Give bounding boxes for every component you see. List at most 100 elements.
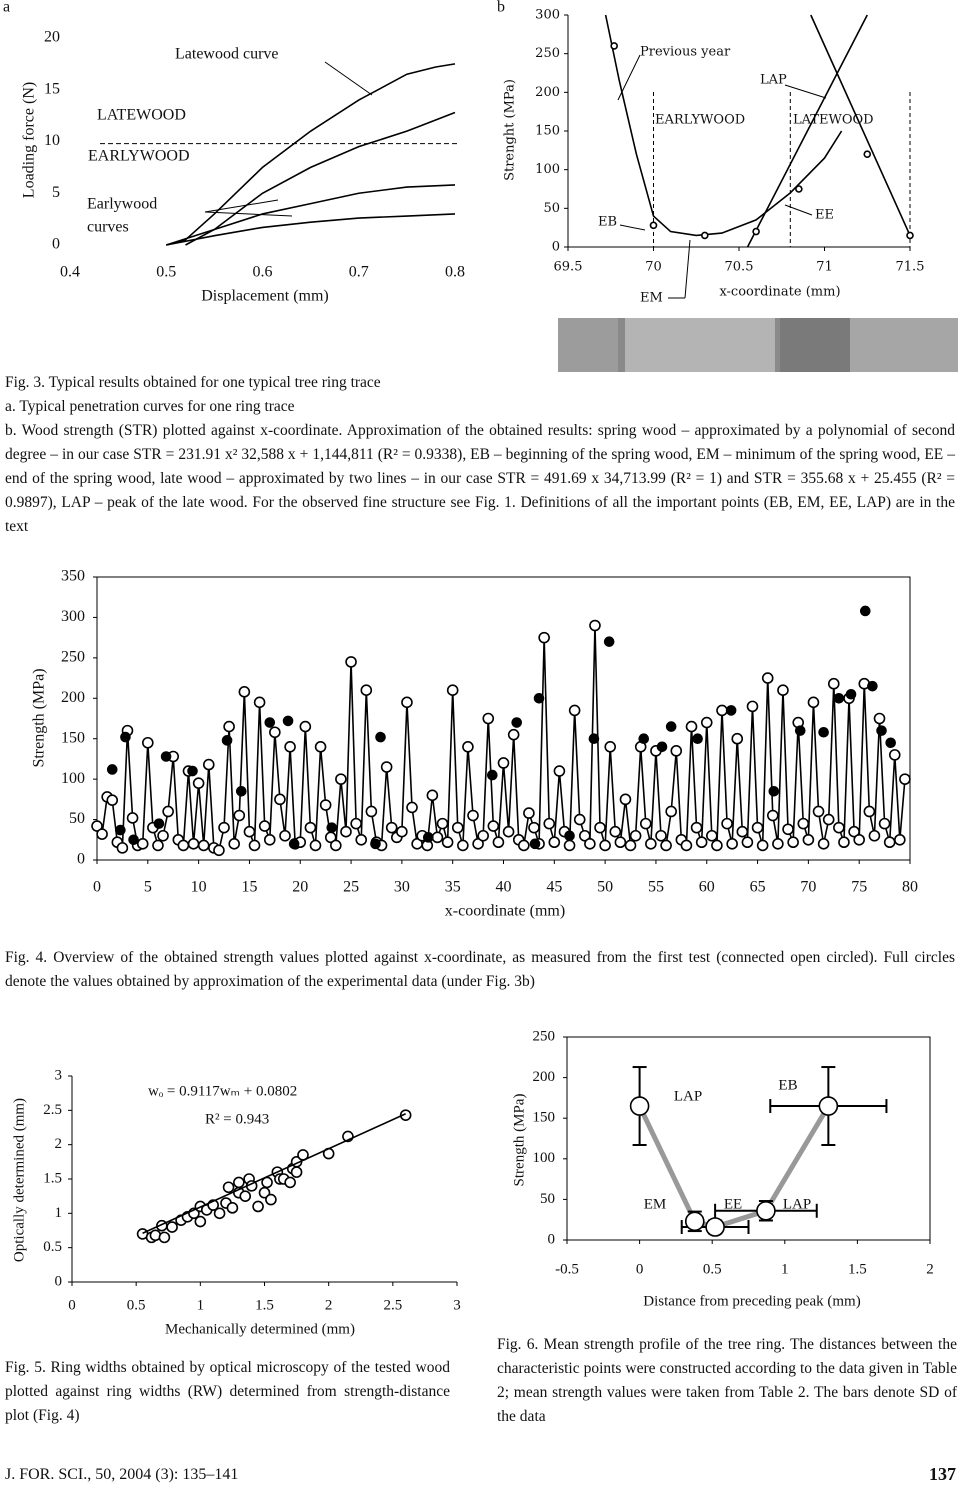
data-point — [467, 809, 479, 822]
data-point — [106, 794, 119, 806]
x-tick-label: 80 — [902, 879, 918, 896]
data-point — [711, 839, 723, 852]
data-point — [680, 839, 693, 852]
data-point — [136, 838, 149, 850]
x-tick-label: 0.6 — [253, 264, 273, 281]
data-point — [604, 740, 617, 753]
data-point — [899, 773, 911, 785]
data-point — [665, 805, 677, 818]
data-point — [265, 1193, 277, 1206]
data-point — [787, 836, 799, 849]
y-axis-title: Strength (MPa) — [31, 668, 48, 767]
data-point — [700, 231, 709, 240]
data-point — [426, 789, 439, 802]
x-tick-label: 5 — [144, 879, 152, 896]
data-point — [761, 672, 774, 684]
x-tick-label: 30 — [394, 879, 410, 896]
data-point — [726, 838, 738, 850]
data-point — [263, 833, 276, 846]
y-tick-label: 300 — [61, 608, 85, 625]
y-tick-label: 150 — [533, 1110, 556, 1126]
data-point — [258, 820, 271, 832]
caption-line: Fig. 3. Typical results obtained for one… — [5, 374, 381, 391]
data-point — [477, 829, 489, 842]
data-point — [370, 838, 381, 850]
data-point — [233, 1176, 245, 1189]
y-axis-title: Loading force (N) — [21, 82, 38, 198]
data-point — [878, 817, 891, 830]
x-axis-title: Mechanically determined (mm) — [165, 1321, 355, 1337]
data-point — [396, 825, 408, 838]
annotation: EE — [815, 208, 834, 223]
data-point — [284, 740, 296, 753]
x-tick-label: 75 — [851, 879, 867, 896]
data-point — [126, 812, 139, 824]
data-point — [213, 1207, 226, 1220]
data-point — [106, 764, 118, 775]
data-point — [883, 836, 896, 849]
data-point — [553, 765, 566, 777]
y-tick-label: 0 — [548, 1231, 556, 1247]
data-point — [705, 1217, 725, 1237]
data-point — [436, 817, 449, 830]
y-tick-label: 200 — [533, 1069, 556, 1085]
data-point — [721, 817, 733, 830]
data-point — [487, 769, 498, 781]
data-point — [563, 839, 576, 852]
data-point — [529, 838, 541, 850]
data-point — [401, 696, 413, 709]
y-tick-label: 0 — [77, 851, 85, 868]
data-point — [497, 757, 510, 769]
data-point — [160, 751, 172, 762]
y-tick-label: 100 — [535, 162, 560, 177]
data-point — [252, 1200, 264, 1213]
data-point — [472, 838, 484, 850]
data-point — [228, 838, 240, 850]
x-tick-label: 60 — [699, 879, 715, 896]
data-point — [218, 821, 230, 834]
series-line — [166, 184, 456, 246]
figure-3-caption: Fig. 3. Typical results obtained for one… — [5, 371, 955, 539]
annotation: wₒ = 0.9117wₘ + 0.0802 — [148, 1083, 297, 1099]
annotation: EARLYWOOD — [655, 113, 745, 128]
data-point — [233, 809, 246, 822]
data-point — [380, 761, 393, 773]
data-point — [645, 838, 657, 850]
y-tick-label: 350 — [61, 568, 85, 585]
y-tick-label: 200 — [535, 85, 560, 100]
data-point — [518, 839, 530, 852]
data-point — [812, 805, 825, 818]
x-tick-label: 3 — [453, 1297, 461, 1313]
data-point — [360, 684, 373, 697]
data-point — [885, 737, 896, 749]
y-axis-title: Optically determined (mm) — [11, 1098, 27, 1262]
data-point — [258, 1186, 271, 1199]
y-tick-label: 150 — [61, 729, 85, 746]
caption-line: b. Wood strength (STR) plotted against x… — [5, 422, 955, 535]
data-point — [845, 688, 857, 700]
data-point — [487, 820, 500, 832]
data-point — [548, 836, 561, 849]
x-tick-label: 65 — [750, 879, 766, 896]
data-point — [802, 833, 815, 846]
data-point — [619, 793, 632, 806]
data-point — [482, 712, 495, 725]
data-point — [340, 825, 352, 838]
y-tick-label: 100 — [61, 770, 85, 787]
x-tick-label: 10 — [191, 879, 207, 896]
data-point — [656, 741, 668, 753]
data-point — [284, 1176, 296, 1189]
data-point — [202, 758, 215, 771]
data-point — [573, 813, 586, 826]
x-tick-label: 55 — [648, 879, 664, 896]
data-point — [772, 838, 784, 850]
x-tick-label: 70 — [645, 260, 662, 275]
data-point — [594, 821, 606, 834]
x-tick-label: 0 — [68, 1297, 76, 1313]
data-point — [609, 825, 622, 838]
y-tick-label: 5 — [52, 184, 60, 201]
data-point — [756, 839, 769, 852]
chart: 0 5 10 15 20 0.4 0.5 0.6 0.7 0.8 a Displacement (mm… — [3, 0, 465, 305]
data-point — [725, 705, 737, 716]
